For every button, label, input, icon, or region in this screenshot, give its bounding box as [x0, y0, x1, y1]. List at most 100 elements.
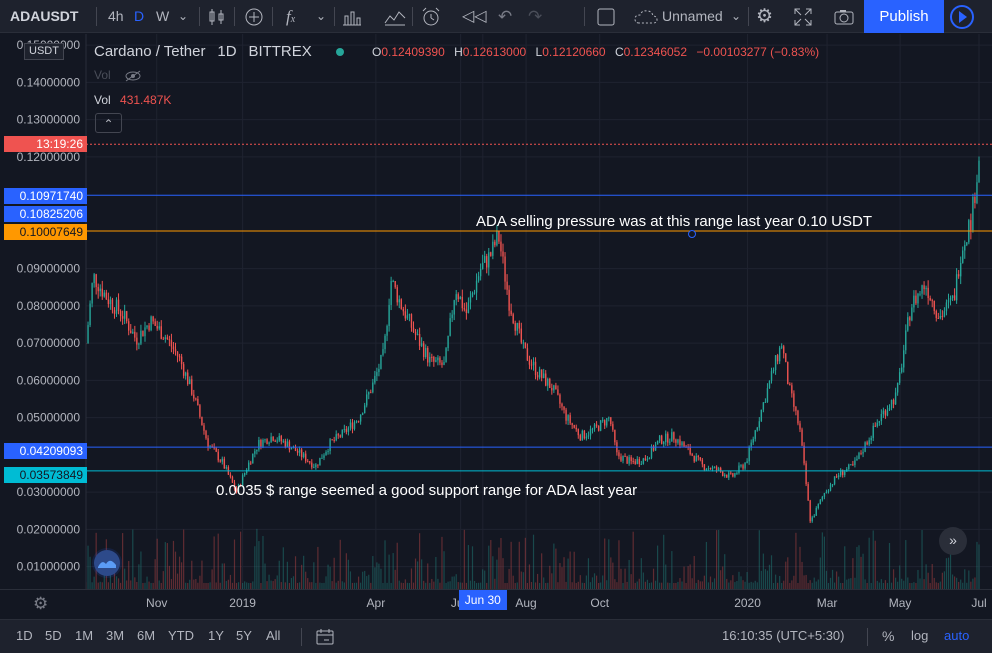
volume-bar — [618, 540, 620, 589]
candle-body — [160, 326, 162, 339]
volume-bar — [164, 542, 166, 589]
collapse-legend-button[interactable]: ⌃ — [95, 113, 122, 133]
date-range-icon[interactable] — [316, 620, 334, 653]
candle-body — [732, 473, 734, 477]
range-1d[interactable]: 1D — [16, 628, 33, 643]
candle-body — [604, 420, 606, 426]
axis-settings-gear-icon[interactable]: ⚙ — [33, 594, 49, 613]
candle-body — [341, 429, 344, 437]
volume-bar — [724, 554, 726, 589]
candle-body — [778, 347, 781, 362]
volume-bar — [146, 576, 148, 589]
volume-bar — [439, 582, 441, 589]
alarm-clock-icon[interactable] — [420, 0, 442, 33]
range-5d[interactable]: 5D — [45, 628, 62, 643]
volume-bar — [595, 575, 598, 589]
candle-body — [974, 197, 976, 203]
layout-name[interactable]: Unnamed — [662, 8, 723, 24]
candle-body — [618, 452, 620, 457]
x-tick-label: Aug — [515, 596, 537, 610]
alerts-chart-icon[interactable] — [384, 0, 406, 33]
eye-hidden-icon[interactable] — [124, 68, 142, 82]
interval-d[interactable]: D — [134, 8, 145, 24]
redo-icon[interactable]: ↷ — [528, 7, 543, 26]
interval-4h[interactable]: 4h — [108, 8, 124, 24]
chevron-down-icon[interactable]: ⌄ — [731, 9, 742, 23]
publish-button[interactable]: Publish — [864, 0, 944, 33]
candle-body — [516, 323, 518, 331]
templates-bars-icon[interactable] — [342, 0, 362, 33]
toolbar-divider — [412, 7, 413, 26]
volume-bar — [211, 569, 213, 589]
range-5y[interactable]: 5Y — [236, 628, 252, 643]
volume-bar — [117, 578, 120, 589]
auto-toggle[interactable]: auto — [944, 628, 970, 643]
volume-bar — [335, 582, 337, 589]
candle-body — [758, 421, 761, 428]
candle-body — [178, 356, 181, 358]
candle-body — [191, 379, 193, 395]
candle-body — [471, 293, 474, 297]
interval-w[interactable]: W — [156, 8, 170, 24]
percent-toggle[interactable]: % — [882, 628, 895, 644]
currency-badge[interactable]: USDT — [24, 43, 64, 60]
candle-body — [559, 394, 561, 404]
chevron-down-icon[interactable]: ⌄ — [316, 9, 327, 23]
volume-bar — [465, 582, 467, 589]
candle-body — [882, 410, 885, 414]
indicators-fx-icon[interactable]: fx — [286, 7, 296, 26]
volume-bar — [345, 553, 347, 589]
volume-bar — [748, 582, 750, 589]
fullscreen-icon[interactable] — [794, 0, 812, 33]
chevron-down-icon[interactable]: ⌄ — [178, 9, 189, 23]
replay-rewind-icon[interactable]: ◁◁ — [462, 8, 487, 25]
price-chart[interactable]: 0.150000000.140000000.130000000.12000000… — [0, 34, 992, 589]
log-toggle[interactable]: log — [911, 628, 929, 643]
volume-bar — [707, 582, 710, 589]
gear-icon[interactable]: ⚙ — [756, 6, 774, 27]
range-1m[interactable]: 1M — [75, 628, 94, 643]
play-icon[interactable] — [948, 3, 976, 31]
range-1y[interactable]: 1Y — [208, 628, 224, 643]
clock-timezone[interactable]: 16:10:35 (UTC+5:30) — [722, 628, 845, 643]
chart-pane[interactable]: 0.150000000.140000000.130000000.12000000… — [0, 34, 992, 589]
candle-body — [463, 308, 466, 310]
range-3m[interactable]: 3M — [106, 628, 125, 643]
volume-bar — [657, 545, 659, 589]
select-checkbox-icon[interactable] — [597, 0, 615, 33]
volume-bar — [968, 570, 970, 589]
volume-bar — [709, 576, 712, 589]
candle-body — [697, 456, 699, 458]
scroll-to-realtime-button[interactable]: » — [939, 527, 967, 555]
range-ytd[interactable]: YTD — [168, 628, 194, 643]
candles-icon[interactable] — [208, 0, 226, 33]
candle-body — [972, 197, 974, 231]
candle-body — [831, 484, 834, 486]
line-anchor-handle[interactable] — [688, 230, 696, 238]
compare-plus-icon[interactable] — [244, 0, 264, 33]
candle-body — [374, 375, 376, 383]
candle-body — [93, 274, 95, 284]
camera-snapshot-icon[interactable] — [834, 0, 854, 33]
support-annotation[interactable]: 0.0035 $ range seemed a good support ran… — [216, 482, 638, 499]
candle-body — [404, 311, 407, 319]
resistance-annotation[interactable]: ADA selling pressure was at this range l… — [476, 213, 873, 230]
range-all[interactable]: All — [266, 628, 281, 643]
volume-bar — [894, 577, 897, 589]
volume-bar — [498, 547, 500, 589]
volume-bar — [394, 569, 396, 589]
volume-bar — [736, 580, 738, 589]
range-6m[interactable]: 6M — [137, 628, 156, 643]
volume-bar — [760, 570, 762, 589]
symbol-search[interactable]: ADAUSDT — [10, 8, 79, 24]
undo-icon[interactable]: ↶ — [498, 7, 513, 26]
candle-body — [894, 392, 897, 405]
candle-body — [522, 342, 525, 344]
volume-bar — [628, 559, 630, 589]
tradingview-logo-icon[interactable] — [92, 548, 122, 578]
volume-bar — [732, 575, 734, 589]
candle-body — [648, 457, 651, 460]
volume-bar — [421, 559, 423, 589]
candle-body — [547, 378, 549, 386]
